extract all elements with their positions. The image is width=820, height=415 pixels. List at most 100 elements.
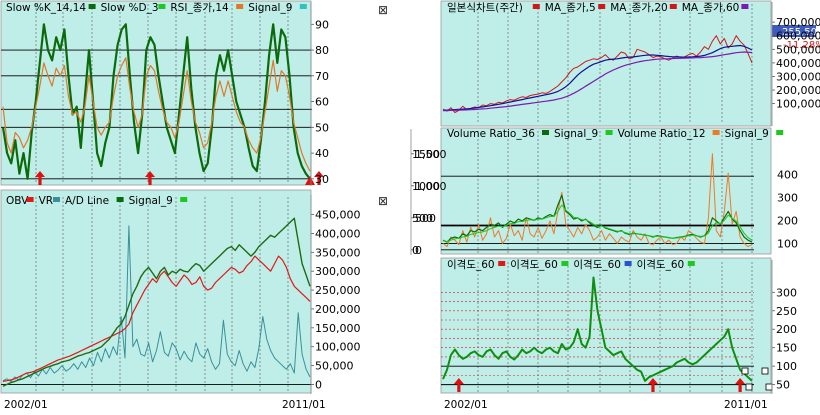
obv-plot bbox=[1, 197, 312, 392]
price-series-2 bbox=[442, 51, 753, 112]
disparity-legend-label: 이격도_60 bbox=[573, 258, 621, 271]
price-panel bbox=[440, 0, 772, 127]
obv-y-tick-label: 450,000 bbox=[315, 209, 361, 222]
signal-marker-box bbox=[761, 367, 769, 375]
stoch-legend-swatch bbox=[158, 4, 166, 9]
vratio-right-tick-label: 200 bbox=[777, 214, 798, 227]
disparity-legend-label: 이격도_60 bbox=[510, 258, 558, 271]
vratio-left-tick-label: 0 bbox=[412, 244, 419, 257]
obv-y-tick-label: 100,000 bbox=[315, 341, 361, 354]
price-legend-label: MA_종가,20 bbox=[610, 2, 668, 14]
disparity-plot bbox=[441, 262, 773, 392]
disparity-x-tick-label: 2011/01 bbox=[724, 399, 768, 411]
vratio-right-tick-label: 400 bbox=[777, 168, 798, 181]
obv-legend: OBV VR A/D Line Signal_9 bbox=[6, 195, 188, 207]
vratio-legend-label: Volume Ratio_12 bbox=[618, 128, 706, 140]
disparity-legend-swatch bbox=[498, 261, 506, 266]
stoch-legend-label: RSI_종가,14 bbox=[170, 2, 229, 14]
disparity-legend-label: 이격도_60 bbox=[637, 258, 685, 271]
close-stoch-button[interactable]: ⊠ bbox=[378, 3, 388, 17]
price-series-0 bbox=[442, 35, 753, 113]
disparity-x-tick-label: 2002/01 bbox=[444, 399, 488, 411]
obv-series-2 bbox=[2, 217, 311, 387]
stoch-y-tick-label: 50 bbox=[315, 121, 329, 134]
vratio-legend-label: Signal_9 bbox=[554, 128, 598, 140]
price-legend-label: MA_종가,60 bbox=[682, 2, 740, 14]
signal-marker-box bbox=[765, 383, 773, 391]
close-obv-button[interactable]: ⊠ bbox=[378, 194, 388, 208]
obv-y-tick-label: 350,000 bbox=[315, 246, 361, 259]
vratio-series-1 bbox=[442, 194, 753, 243]
obv-legend-label: Signal_9 bbox=[129, 195, 173, 207]
disparity-legend-label: 이격도_60 bbox=[447, 258, 495, 271]
price-legend-swatch bbox=[669, 4, 677, 9]
obv-panel bbox=[0, 189, 312, 394]
obv-legend-label: A/D Line bbox=[65, 195, 109, 207]
vratio-legend-swatch bbox=[776, 130, 784, 135]
buy-signal-arrow bbox=[735, 378, 746, 392]
price-legend-label: 일본식차트(주간) bbox=[447, 1, 523, 14]
vratio-left-tick-label: 1500 bbox=[412, 148, 440, 161]
price-legend-swatch bbox=[741, 4, 749, 9]
vratio-left-tick-label: 500 bbox=[412, 212, 433, 225]
stoch-series-1 bbox=[2, 57, 311, 172]
price-series-1 bbox=[442, 44, 753, 111]
stoch-y-tick-label: 60 bbox=[315, 96, 329, 109]
price-legend-swatch bbox=[598, 4, 606, 9]
obv-x-tick-label: 2002/01 bbox=[4, 399, 48, 411]
buy-signal-arrow bbox=[145, 171, 155, 185]
obv-series-0 bbox=[2, 225, 311, 382]
stoch-legend-label: Slow %D_3 bbox=[101, 2, 159, 14]
price-plot bbox=[442, 4, 753, 124]
price-y-tick-label: 600,000 bbox=[776, 30, 820, 43]
disparity-legend-swatch bbox=[561, 261, 569, 266]
obv-y-tick-label: 300,000 bbox=[315, 265, 361, 278]
disparity-series-0 bbox=[442, 276, 753, 382]
stoch-series-0 bbox=[1, 23, 311, 180]
obv-y-tick-label: 150,000 bbox=[315, 322, 361, 335]
vratio-legend-swatch bbox=[542, 130, 549, 135]
price-y-tick-label: 700,000 bbox=[776, 16, 820, 29]
price-legend-label: MA_종가,5 bbox=[545, 2, 596, 14]
stoch-y-tick-label: 40 bbox=[315, 147, 329, 160]
vratio-y-tick-label: 1,500 bbox=[415, 148, 447, 161]
volume-ratio-legend: Volume Ratio_36 Signal_9 Volume Ratio_12 Si… bbox=[447, 128, 784, 140]
disparity-legend-swatch bbox=[624, 261, 632, 266]
price-legend: 일본식차트(주간) MA_종가,5 MA_종가,20 MA_종가,60 bbox=[447, 1, 749, 14]
obv-legend-label: OBV bbox=[6, 195, 29, 207]
obv-y-tick-label: 200,000 bbox=[315, 303, 361, 316]
stoch-legend-label: Slow %K_14,14 bbox=[6, 2, 86, 14]
buy-signal-arrow bbox=[35, 171, 45, 185]
disparity-y-tick-label: 250 bbox=[776, 305, 797, 318]
stoch-legend-swatch bbox=[236, 4, 244, 9]
price-y-tick-label: 400,000 bbox=[776, 57, 820, 70]
vratio-series-0 bbox=[442, 153, 753, 248]
stoch-legend: Slow %K_14,14 Slow %D_3 RSI_종가,14 Signal_9 bbox=[6, 2, 307, 14]
stoch-y-tick-label: 80 bbox=[315, 44, 329, 57]
obv-legend-swatch bbox=[53, 197, 60, 202]
current-price-label: 255,500 bbox=[782, 27, 820, 38]
stoch-panel bbox=[0, 0, 312, 186]
current-bar-marker bbox=[305, 176, 315, 185]
obv-legend-swatch bbox=[180, 197, 188, 202]
disparity-y-tick-label: 100 bbox=[776, 360, 797, 373]
stoch-y-tick-label: 70 bbox=[315, 70, 329, 83]
buy-signal-arrow bbox=[647, 378, 658, 392]
vratio-y-tick-label: 500 bbox=[415, 212, 436, 225]
signal-marker-box bbox=[741, 367, 749, 375]
price-y-tick-label: 300,000 bbox=[776, 70, 820, 83]
price-y-tick-label: 200,000 bbox=[776, 84, 820, 97]
volume-ratio-plot bbox=[441, 131, 754, 253]
vratio-series-2 bbox=[442, 204, 753, 242]
price-y-tick-label: 500,000 bbox=[776, 43, 820, 56]
obv-y-tick-label: 400,000 bbox=[315, 227, 361, 240]
obv-y-tick-label: 250,000 bbox=[315, 284, 361, 297]
disparity-panel bbox=[440, 257, 772, 394]
stoch-y-tick-label: 30 bbox=[315, 173, 329, 186]
stoch-y-tick-label: 90 bbox=[315, 18, 329, 31]
vratio-legend-swatch bbox=[712, 130, 720, 135]
axes: 30 40 50 60 70 80 90 0 50,000 100,000 150,000 200,0… bbox=[4, 2, 820, 411]
price-change-label: -11.28% bbox=[783, 40, 820, 51]
price-legend-swatch bbox=[532, 4, 540, 9]
stoch-legend-swatch bbox=[299, 4, 307, 9]
